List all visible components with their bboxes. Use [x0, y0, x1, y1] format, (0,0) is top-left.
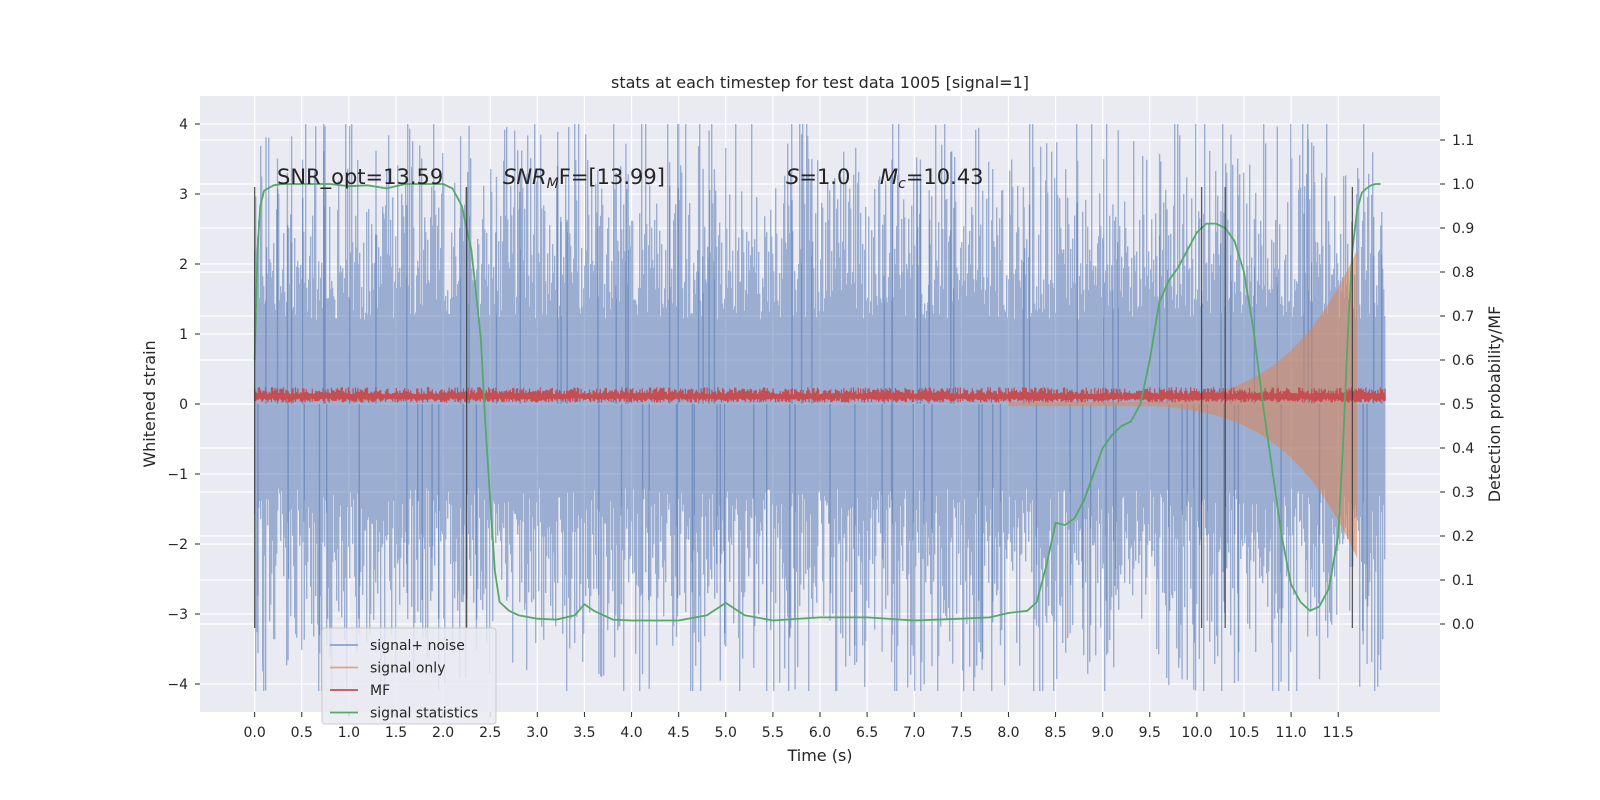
x-tick-label: 2.0	[432, 725, 454, 741]
x-tick-label: 5.5	[762, 725, 784, 741]
y-right-tick-labels: 0.0 0.1 0.2 0.3 0.4 0.5 0.6 0.7 0.8 0.9 1.0 1.1	[1440, 133, 1474, 633]
snr-opt-annotation: SNR_opt=13.59	[277, 165, 443, 190]
y-right-tick-label: 0.5	[1452, 397, 1474, 413]
signal-only-series	[1008, 250, 1358, 558]
y-tick-label: 2	[179, 257, 188, 273]
vertical-markers	[254, 187, 1354, 628]
y-tick-label: 4	[179, 117, 188, 133]
y-right-tick-label: 1.0	[1452, 177, 1474, 193]
y-right-tick-label: 1.1	[1452, 133, 1474, 149]
x-tick-label: 1.0	[338, 725, 360, 741]
signal-noise-spikes	[257, 125, 1383, 691]
legend-box	[321, 627, 497, 725]
chart-title: stats at each timestep for test data 100…	[611, 73, 1029, 92]
legend: signal+ noise signal only MF signal statist…	[321, 627, 497, 725]
y-tick-label: −1	[167, 467, 188, 483]
x-tick-label: 3.0	[526, 725, 548, 741]
legend-label: signal statistics	[370, 706, 478, 722]
x-tick-label: 5.0	[715, 725, 737, 741]
y-right-tick-label: 0.7	[1452, 309, 1474, 325]
y-right-tick-label: 0.9	[1452, 221, 1474, 237]
mc-symbol: M	[880, 165, 898, 189]
mc-subscript: c	[898, 176, 906, 192]
legend-label: signal only	[370, 661, 445, 677]
x-tick-label: 11.5	[1323, 725, 1354, 741]
snr-mf-subscript: M	[547, 176, 559, 192]
mc-value: =10.43	[906, 165, 984, 189]
x-axis-label: Time (s)	[786, 746, 852, 765]
y-tick-label: −3	[167, 607, 188, 623]
s-annotation: S=1.0	[786, 165, 850, 189]
snr-mf-symbol: SNR	[503, 165, 547, 189]
y-tick-labels: −4 −3 −2 −1 0 1 2 3 4	[167, 117, 200, 693]
y-right-axis-label: Detection probability/MF	[1485, 306, 1504, 503]
x-tick-label: 2.5	[479, 725, 501, 741]
x-tick-label: 11.0	[1276, 725, 1307, 741]
y-tick-label: 1	[179, 327, 188, 343]
x-tick-labels: 0.0 0.5 1.0 1.5 2.0 2.5 3.0 3.5 4.0 4.5 5.0 5.5 6.0 6…	[244, 712, 1354, 741]
legend-label: MF	[370, 683, 390, 699]
y-axis-label: Whitened strain	[140, 340, 159, 467]
x-tick-label: 9.0	[1092, 725, 1114, 741]
x-tick-label: 9.5	[1139, 725, 1161, 741]
x-tick-label: 4.5	[668, 725, 690, 741]
s-value: =1.0	[799, 165, 850, 189]
y-tick-label: −4	[167, 677, 188, 693]
y-right-tick-label: 0.3	[1452, 485, 1474, 501]
mc-annotation: Mc=10.43	[880, 165, 984, 192]
y-right-tick-label: 0.6	[1452, 353, 1474, 369]
x-tick-label: 0.0	[244, 725, 266, 741]
y-right-tick-label: 0.0	[1452, 617, 1474, 633]
snr-mf-value: F=[13.99]	[559, 165, 665, 189]
y-tick-label: −2	[167, 537, 188, 553]
x-tick-label: 1.5	[385, 725, 407, 741]
series-layer	[253, 124, 1386, 691]
x-tick-label: 3.5	[573, 725, 595, 741]
x-tick-label: 0.5	[291, 725, 313, 741]
signal-statistics-series	[253, 183, 1381, 622]
x-tick-label: 10.5	[1228, 725, 1259, 741]
y-right-tick-label: 0.4	[1452, 441, 1474, 457]
x-tick-label: 8.5	[1044, 725, 1066, 741]
x-tick-label: 6.0	[809, 725, 831, 741]
x-tick-label: 8.0	[997, 725, 1019, 741]
snr-mf-annotation: SNRMF=[13.99]	[503, 165, 665, 192]
y-right-tick-label: 0.1	[1452, 573, 1474, 589]
y-right-tick-label: 0.8	[1452, 265, 1474, 281]
x-tick-label: 7.0	[903, 725, 925, 741]
s-symbol: S	[786, 165, 799, 189]
annotations: SNR_opt=13.59 SNRMF=[13.99] S=1.0 Mc=10.…	[277, 165, 984, 192]
y-tick-label: 0	[179, 397, 188, 413]
x-tick-label: 6.5	[856, 725, 878, 741]
legend-label: signal+ noise	[370, 638, 465, 654]
x-tick-label: 7.5	[950, 725, 972, 741]
x-tick-label: 4.0	[620, 725, 642, 741]
y-tick-label: 3	[179, 187, 188, 203]
y-right-tick-label: 0.2	[1452, 529, 1474, 545]
x-tick-label: 10.0	[1181, 725, 1212, 741]
